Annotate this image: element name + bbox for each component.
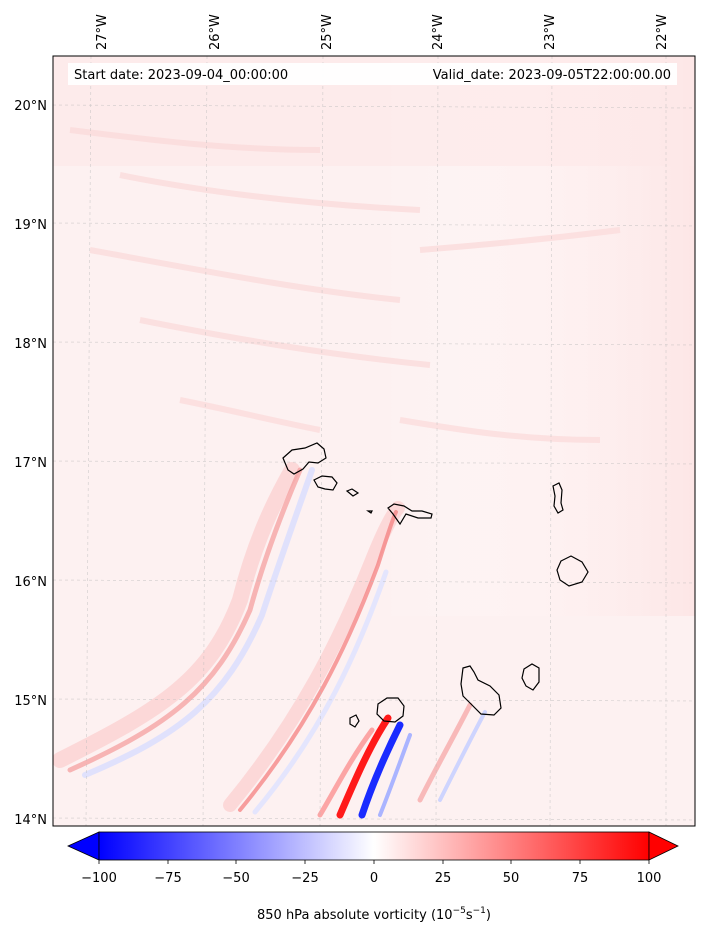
- island-brava: [349, 714, 360, 728]
- colorbar-title-main: 850 hPa absolute vorticity (10: [257, 908, 453, 923]
- island-raso: [366, 510, 373, 514]
- lat-label: 20°N: [14, 99, 47, 114]
- island-boa-vista: [556, 555, 589, 587]
- colorbar-tick-label: 25: [435, 871, 452, 886]
- lat-label: 15°N: [14, 694, 47, 709]
- colorbar-tick-label: −75: [154, 871, 181, 886]
- island-sao-nicolau: [387, 503, 433, 526]
- island-santiago: [460, 665, 502, 716]
- island-coastlines: [282, 442, 589, 728]
- latitude-labels: 20°N 19°N 18°N 17°N 16°N 15°N 14°N: [14, 99, 47, 828]
- colorbar-title-exp2: −1: [473, 906, 486, 916]
- lat-label: 17°N: [14, 456, 47, 471]
- weak-vorticity-streaks: [69, 127, 621, 443]
- date-info-box: [68, 63, 677, 85]
- colorbar-title-close: ): [486, 908, 491, 923]
- lon-label: 23°W: [543, 14, 558, 50]
- fogo-vorticity-dipole: [317, 714, 412, 819]
- start-date-label: Start date: 2023-09-04_00:00:00: [74, 68, 288, 83]
- map-frame: [52, 55, 696, 827]
- island-santa-luzia: [345, 488, 360, 497]
- map-area: [53, 56, 695, 826]
- colorbar-tick-label: 100: [637, 871, 662, 886]
- lon-label: 22°W: [655, 14, 670, 50]
- colorbar-tick-label: −25: [291, 871, 318, 886]
- colorbar-gradient: [98, 831, 650, 861]
- island-santo-antao: [282, 442, 327, 475]
- colorbar-min-extend: [67, 831, 100, 861]
- lon-label: 27°W: [95, 14, 110, 50]
- lat-label: 19°N: [14, 218, 47, 233]
- lat-label: 16°N: [14, 575, 47, 590]
- colorbar-title: 850 hPa absolute vorticity (10−5s−1): [257, 906, 491, 923]
- colorbar-ticks: [98, 860, 650, 864]
- colorbar-max-extend: [648, 831, 679, 861]
- island-maio: [521, 663, 540, 691]
- island-sal: [552, 482, 564, 514]
- colorbar-tick-label: 50: [503, 871, 520, 886]
- graticule: [53, 56, 695, 826]
- colorbar-tick-label: 75: [572, 871, 589, 886]
- island-fogo: [376, 697, 405, 723]
- lon-label: 24°W: [431, 14, 446, 50]
- valid-date-label: Valid_date: 2023-09-05T22:00:00.00: [433, 68, 671, 83]
- colorbar: −100 −75 −50 −25 0 25 50 75 100 850 hPa …: [67, 831, 679, 923]
- lon-label: 26°W: [208, 14, 223, 50]
- santiago-wake: [417, 702, 487, 803]
- longitude-labels: 27°W 26°W 25°W 24°W 23°W 22°W: [95, 14, 670, 50]
- wake-streak-santo-antao: [53, 462, 315, 778]
- colorbar-tick-label: −100: [81, 871, 117, 886]
- lat-label: 18°N: [14, 337, 47, 352]
- colorbar-title-mid: s: [466, 908, 473, 923]
- colorbar-tick-label: 0: [370, 871, 378, 886]
- colorbar-title-exp1: −5: [453, 906, 466, 916]
- wake-streak-sao-nicolau: [223, 501, 405, 815]
- colorbar-tick-label: −50: [222, 871, 249, 886]
- lon-label: 25°W: [320, 14, 335, 50]
- lat-label: 14°N: [14, 813, 47, 828]
- island-sao-vicente: [313, 475, 338, 491]
